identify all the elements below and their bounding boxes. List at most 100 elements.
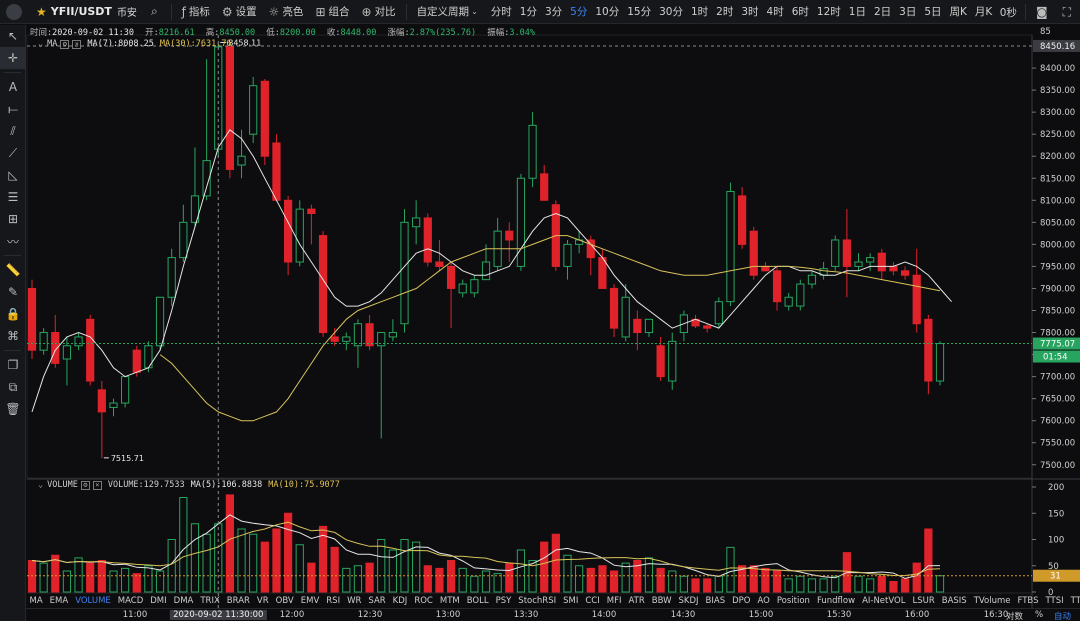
indicator-tab-28[interactable]: AO: [757, 596, 770, 606]
settings-button[interactable]: ⚙ 设置: [216, 0, 263, 24]
indicator-tab-8[interactable]: VR: [256, 596, 269, 606]
indicator-tab-19[interactable]: StochRSI: [518, 596, 557, 606]
indicator-tab-15[interactable]: ROC: [414, 596, 433, 606]
crosshair-tool[interactable]: ✛: [0, 47, 26, 69]
log-scale-toggle[interactable]: 对数: [1006, 612, 1024, 621]
lock-tool[interactable]: 🔒: [0, 303, 26, 325]
period-tab-7[interactable]: 1时: [690, 6, 709, 18]
indicator-tab-20[interactable]: SMI: [563, 596, 579, 606]
indicator-tab-23[interactable]: ATR: [628, 596, 645, 606]
brush-tool[interactable]: ✎: [0, 281, 26, 303]
visibility-tool[interactable]: ⌘: [0, 325, 26, 347]
indicator-tab-30[interactable]: Fundflow: [816, 596, 856, 606]
wave-tool[interactable]: 〰: [0, 230, 26, 252]
ruler-tool[interactable]: 📏: [0, 259, 26, 281]
indicator-tab-3[interactable]: MACD: [117, 596, 144, 606]
indicator-tab-9[interactable]: OBV: [275, 596, 294, 606]
period-tab-6[interactable]: 30分: [659, 6, 683, 18]
indicator-tab-32[interactable]: LSUR: [912, 596, 935, 606]
period-tab-1[interactable]: 1分: [519, 6, 537, 18]
indicator-tab-10[interactable]: EMV: [300, 596, 320, 606]
ma-settings-icon[interactable]: ⚙: [60, 39, 70, 49]
indicator-tab-35[interactable]: FTBS: [1017, 596, 1039, 606]
auto-scale-toggle[interactable]: 自动: [1054, 612, 1072, 621]
indicator-tab-2[interactable]: VOLUME: [75, 596, 111, 606]
layers-tool[interactable]: ⧉: [0, 376, 26, 398]
period-tab-4[interactable]: 10分: [595, 6, 620, 18]
delete-tool[interactable]: 🗑: [0, 398, 26, 420]
indicator-tab-7[interactable]: BRAR: [226, 596, 250, 606]
rectangle-tool[interactable]: ⊞: [0, 208, 26, 230]
symbol-selector[interactable]: ★ YFII/USDT 币安: [28, 0, 145, 24]
indicator-tab-14[interactable]: KDJ: [392, 596, 408, 606]
period-tab-10[interactable]: 4时: [766, 6, 784, 18]
copy-tool[interactable]: ❐: [0, 354, 26, 376]
indicator-tab-25[interactable]: SKDJ: [678, 596, 699, 606]
volume-close-icon[interactable]: ×: [92, 480, 102, 490]
parallel-channel-tool[interactable]: ⫽: [0, 120, 26, 142]
indicator-tab-1[interactable]: EMA: [49, 596, 69, 606]
indicator-button[interactable]: ƒ 指标: [176, 0, 216, 24]
layout-button[interactable]: ⊞ 组合: [309, 0, 355, 24]
trend-line-tool[interactable]: ⟋: [0, 142, 26, 164]
favorite-star-icon[interactable]: ★: [36, 4, 47, 19]
collapse-chevron-icon[interactable]: ⌄: [38, 39, 44, 49]
search-button[interactable]: ⌕: [145, 0, 167, 24]
countdown-box: [1033, 350, 1080, 363]
compare-button[interactable]: ⊕ 对比: [356, 0, 402, 24]
period-tab-13[interactable]: 1日: [848, 6, 866, 18]
ma-close-icon[interactable]: ×: [72, 39, 82, 49]
volume-settings-icon[interactable]: ⚙: [80, 480, 90, 490]
period-tab-3[interactable]: 5分: [570, 6, 588, 18]
indicator-tab-26[interactable]: BIAS: [705, 596, 726, 606]
indicator-tab-37[interactable]: TTMU: [1070, 596, 1080, 606]
indicator-tab-18[interactable]: PSY: [495, 596, 512, 606]
indicator-tab-33[interactable]: BASIS: [941, 596, 967, 606]
indicator-tab-17[interactable]: BOLL: [466, 596, 489, 606]
period-tab-17[interactable]: 周K: [949, 6, 967, 18]
indicator-tab-29[interactable]: Position: [776, 596, 810, 606]
indicator-tab-27[interactable]: DPO: [732, 596, 751, 606]
period-tab-2[interactable]: 3分: [544, 6, 563, 18]
indicator-tab-6[interactable]: TRIX: [200, 596, 220, 606]
volume-bar: [74, 557, 83, 593]
indicator-tab-24[interactable]: BBW: [651, 596, 672, 606]
horizontal-line-tool[interactable]: ⟝: [0, 98, 26, 120]
candle-body: [353, 323, 363, 347]
indicator-tab-4[interactable]: DMI: [150, 596, 167, 606]
period-tab-9[interactable]: 3时: [741, 6, 759, 18]
light-theme-button[interactable]: ☼ 亮色: [263, 0, 310, 24]
fib-tool[interactable]: ☰: [0, 186, 26, 208]
text-tool[interactable]: A: [0, 76, 26, 98]
screenshot-button[interactable]: ◙: [1030, 0, 1057, 24]
candle-body: [190, 195, 200, 223]
indicator-tab-36[interactable]: TTSI: [1045, 596, 1064, 606]
period-tab-18[interactable]: 月K: [974, 6, 993, 18]
indicator-tab-16[interactable]: MTM: [439, 596, 460, 606]
indicator-tab-21[interactable]: CCI: [585, 596, 600, 606]
period-tab-0[interactable]: 分时: [490, 6, 512, 18]
percent-scale-toggle[interactable]: %: [1035, 610, 1044, 620]
period-tab-16[interactable]: 5日: [924, 6, 942, 18]
period-tab-14[interactable]: 2日: [873, 6, 892, 18]
period-tab-5[interactable]: 15分: [627, 6, 652, 18]
period-tab-11[interactable]: 6时: [791, 6, 809, 18]
indicator-tab-11[interactable]: RSI: [326, 596, 341, 606]
period-tab-8[interactable]: 2时: [716, 6, 734, 18]
indicator-tab-22[interactable]: MFI: [606, 596, 622, 606]
indicator-tab-0[interactable]: MA: [29, 596, 43, 606]
period-tab-12[interactable]: 12时: [816, 6, 841, 18]
custom-period-dropdown[interactable]: 自定义周期 ⌄: [411, 0, 487, 24]
candle-body: [412, 217, 421, 228]
indicator-tab-34[interactable]: TVolume: [973, 596, 1011, 606]
triangle-tool[interactable]: ◺: [0, 164, 26, 186]
period-tab-15[interactable]: 3日: [899, 6, 917, 18]
indicator-tab-31[interactable]: AI-NetVOL: [862, 596, 906, 606]
chart-canvas[interactable]: 8400.00 8350.00 8300.00 8250.00 8200.00 8150.…: [0, 0, 1080, 608]
fullscreen-button[interactable]: ⛶: [1057, 0, 1080, 24]
cursor-tool[interactable]: ↖: [0, 25, 26, 47]
indicator-tab-5[interactable]: DMA: [173, 596, 194, 606]
indicator-tab-13[interactable]: SAR: [368, 596, 386, 606]
collapse-chevron-icon[interactable]: ⌄: [38, 480, 44, 490]
indicator-tab-12[interactable]: WR: [347, 596, 362, 606]
